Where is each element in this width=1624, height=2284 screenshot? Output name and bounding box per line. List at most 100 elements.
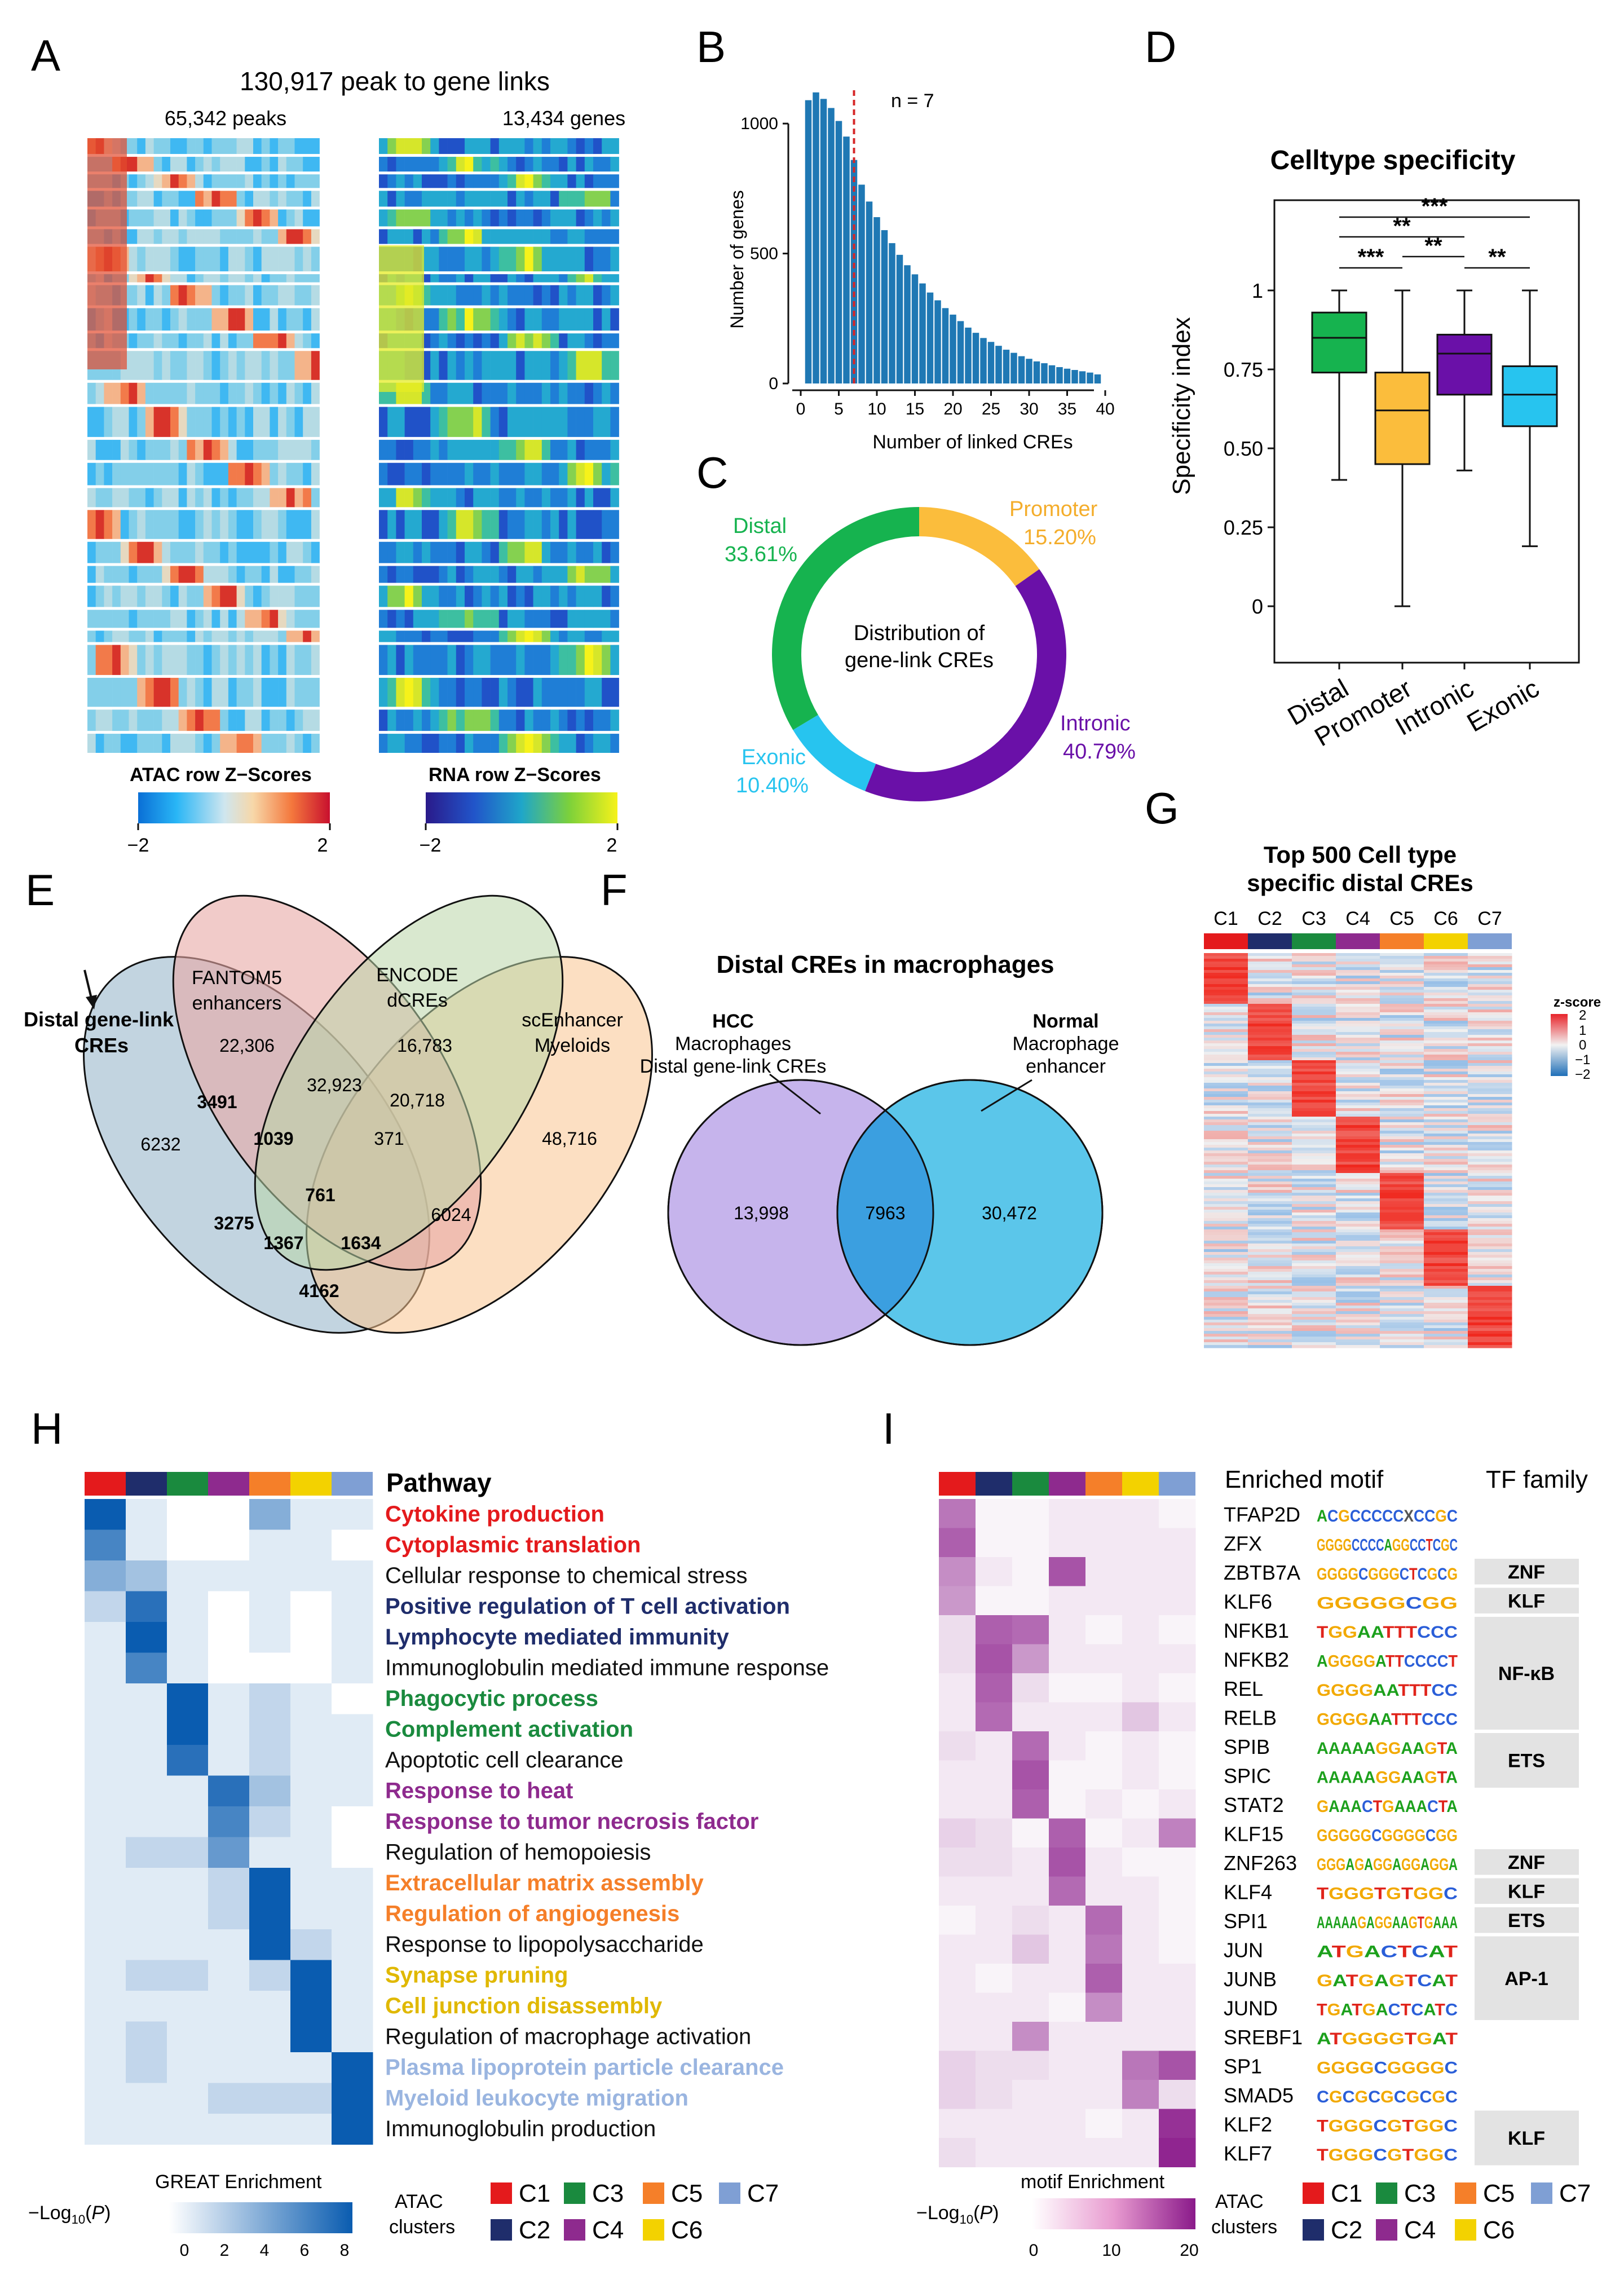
panel-a-title: 130,917 peak to gene links xyxy=(240,67,550,96)
cluster-color-bar xyxy=(976,1472,1012,1496)
rna-legend-title: RNA row Z−Scores xyxy=(429,764,601,786)
motif-logo: AGGGGATTCCCCT xyxy=(1317,1652,1458,1671)
motif-name: NFKB2 xyxy=(1224,1648,1289,1672)
panel-a-letter: A xyxy=(31,30,60,80)
cluster-color-bar xyxy=(939,1472,976,1496)
hist-bar xyxy=(813,92,819,384)
set4-l1: scEnhancer xyxy=(522,1009,623,1031)
motif-logo: GGGGGCGGGGCGG xyxy=(1317,1827,1458,1845)
cluster-color-bar xyxy=(208,1472,249,1496)
y-tick-label: 0 xyxy=(1252,595,1263,618)
hist-bar xyxy=(858,184,865,383)
panel-a-peaks: 65,342 peaks xyxy=(165,107,286,130)
pct-intronic: 40.79% xyxy=(1063,740,1136,764)
panel-i-heatmap: TFAP2D ACGCCCCCXCCGC ZFX GGGGCCCCAGGCCTCGC Z… xyxy=(939,1472,1579,2167)
count-normal-only: 30,472 xyxy=(982,1203,1037,1223)
panel-b-letter: B xyxy=(696,22,726,72)
i-clusters-l2: clusters xyxy=(1211,2216,1277,2238)
motif-name: SPIC xyxy=(1224,1765,1271,1788)
motif-name: NFKB1 xyxy=(1224,1619,1289,1642)
panel-b: B Number of genes Number of linked CREs … xyxy=(696,22,1115,453)
great-tick: 2 xyxy=(220,2241,230,2260)
pathway-header: Pathway xyxy=(386,1468,492,1497)
cluster-color-bar xyxy=(167,1472,208,1496)
rna-heatmap xyxy=(379,138,619,753)
tf-family-box xyxy=(1475,1559,1579,1585)
x-tick-label: 30 xyxy=(1020,400,1038,418)
tf-family-label: KLF xyxy=(1508,1590,1545,1612)
hist-bar xyxy=(926,292,934,383)
motif-logo: GGGAGAGGAGGAGGA xyxy=(1317,1855,1458,1874)
label-intronic: Intronic xyxy=(1060,712,1131,735)
panel-f: F Distal CREs in macrophages HCC Macroph… xyxy=(601,865,1119,1346)
panel-b-xlabel: Number of linked CREs xyxy=(872,431,1073,453)
label-promoter: Promoter xyxy=(1009,497,1098,521)
hist-bar xyxy=(896,254,903,383)
atac-max: 2 xyxy=(317,835,328,856)
hist-bar xyxy=(919,283,926,383)
hist-bar xyxy=(881,230,888,383)
cluster-color-bar xyxy=(1204,933,1248,949)
motif-logo: GGGGCCCCAGGCCTCGC xyxy=(1317,1536,1458,1555)
motif-name: SP1 xyxy=(1224,2055,1262,2078)
tf-family-label: ETS xyxy=(1508,1910,1545,1932)
arrow-shaft xyxy=(83,969,92,999)
count-hcc-only: 13,998 xyxy=(734,1203,789,1223)
motif-logo: TG G G TG TG G C xyxy=(1317,1885,1458,1903)
count-s12: 3491 xyxy=(197,1092,237,1112)
x-tick-label: 15 xyxy=(906,400,924,418)
hist-bar xyxy=(1056,367,1063,383)
zscore-tick-1: 1 xyxy=(1579,1023,1586,1038)
count-s134: 1367 xyxy=(263,1233,303,1253)
hist-bar xyxy=(1018,356,1025,383)
panel-b-ylabel: Number of genes xyxy=(727,190,747,328)
hist-bar xyxy=(950,314,956,383)
count-overlap: 7963 xyxy=(865,1203,905,1223)
cluster-color-bar xyxy=(1159,1472,1195,1496)
count-only3: 16,783 xyxy=(397,1035,452,1056)
hist-bar xyxy=(1063,368,1071,383)
hist-bar xyxy=(835,121,842,384)
normal-bold: Normal xyxy=(1032,1011,1098,1032)
legend-cluster-label: C1 xyxy=(519,2180,550,2207)
panel-g: G Top 500 Cell type specific distal CREs… xyxy=(1145,783,1601,1348)
motif-name: KLF6 xyxy=(1224,1590,1272,1613)
count-s14: 4162 xyxy=(299,1281,339,1301)
motif-name: JUND xyxy=(1224,1997,1278,2020)
donut-slice-exonic xyxy=(793,715,876,791)
leader-right xyxy=(981,1079,1032,1112)
cluster-color-bar xyxy=(85,1472,126,1496)
set2-l1: FANTOM5 xyxy=(192,967,282,989)
tf-family-box xyxy=(1475,2110,1579,2166)
hist-bar xyxy=(972,333,979,383)
arrow-head xyxy=(86,995,97,1009)
hist-bar xyxy=(980,338,987,383)
pathway-label: Immunoglobulin mediated immune response xyxy=(385,1656,829,1681)
cluster-color-bar xyxy=(290,1472,332,1496)
y-tick-label: 1000 xyxy=(740,114,778,133)
count-s124: 1634 xyxy=(341,1233,381,1253)
set3-l2: dCREs xyxy=(387,990,448,1011)
count-s23: 32,923 xyxy=(307,1075,362,1095)
legend-swatch xyxy=(564,2219,585,2241)
tf-family-label: ETS xyxy=(1508,1751,1545,1772)
h-clusters-l2: clusters xyxy=(389,2216,455,2238)
significance-stars: ** xyxy=(1424,233,1442,258)
panel-g-letter: G xyxy=(1145,783,1179,833)
motif-logo: GGGGCGGGGC xyxy=(1317,2059,1458,2078)
hist-bar xyxy=(1087,372,1093,383)
zscore-tick-0: 0 xyxy=(1579,1038,1586,1053)
legend-cluster-label: C5 xyxy=(671,2180,703,2207)
family-header: TF family xyxy=(1486,1466,1588,1493)
pathway-label: Immunoglobulin production xyxy=(385,2117,656,2141)
y-tick-label: 1 xyxy=(1252,279,1263,302)
donut-slice-distal xyxy=(772,507,920,730)
motif-logo: GAAACTGAAACTA xyxy=(1317,1797,1458,1816)
cluster-label: C2 xyxy=(1257,908,1282,929)
tf-family-label: ZNF xyxy=(1508,1852,1545,1873)
pct-distal: 33.61% xyxy=(725,543,797,566)
great-colorbar xyxy=(169,2202,352,2233)
